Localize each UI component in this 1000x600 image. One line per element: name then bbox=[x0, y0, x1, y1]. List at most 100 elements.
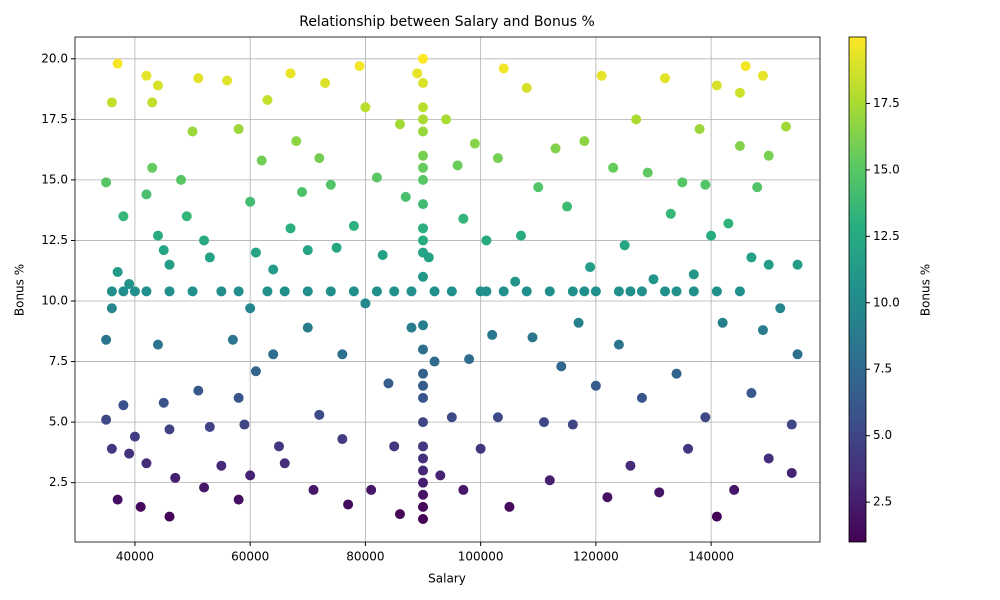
point bbox=[279, 458, 290, 469]
point bbox=[193, 73, 204, 84]
point bbox=[562, 201, 573, 212]
x-tick-label: 40000 bbox=[116, 550, 154, 564]
point bbox=[613, 286, 624, 297]
point bbox=[164, 259, 175, 270]
point bbox=[619, 240, 630, 251]
point bbox=[314, 153, 325, 164]
point bbox=[233, 494, 244, 505]
point bbox=[233, 286, 244, 297]
point bbox=[337, 349, 348, 360]
point bbox=[325, 286, 336, 297]
point bbox=[625, 460, 636, 471]
point bbox=[118, 286, 129, 297]
point bbox=[579, 136, 590, 147]
point bbox=[141, 70, 152, 81]
point bbox=[418, 199, 429, 210]
point bbox=[383, 378, 394, 389]
point bbox=[786, 419, 797, 430]
point bbox=[285, 68, 296, 79]
point bbox=[418, 501, 429, 512]
point bbox=[256, 155, 267, 166]
point bbox=[412, 68, 423, 79]
point bbox=[418, 368, 429, 379]
point bbox=[204, 252, 215, 263]
point bbox=[418, 247, 429, 258]
point bbox=[418, 271, 429, 282]
point bbox=[734, 87, 745, 98]
point bbox=[297, 187, 308, 198]
point bbox=[636, 286, 647, 297]
point bbox=[648, 274, 659, 285]
point bbox=[418, 53, 429, 64]
point bbox=[354, 61, 365, 72]
point bbox=[688, 286, 699, 297]
point bbox=[585, 262, 596, 273]
point bbox=[262, 286, 273, 297]
point bbox=[706, 230, 717, 241]
chart-title: Relationship between Salary and Bonus % bbox=[299, 14, 595, 30]
point bbox=[360, 102, 371, 113]
point bbox=[786, 467, 797, 478]
point bbox=[579, 286, 590, 297]
colorbar-tick-label: 15.0 bbox=[873, 162, 900, 176]
point bbox=[418, 344, 429, 355]
point bbox=[308, 484, 319, 495]
colorbar-tick-label: 7.5 bbox=[873, 362, 892, 376]
point bbox=[590, 380, 601, 391]
point bbox=[660, 73, 671, 84]
y-tick-label: 20.0 bbox=[41, 51, 68, 65]
point bbox=[418, 223, 429, 234]
y-tick-label: 17.5 bbox=[41, 112, 68, 126]
x-tick-label: 100000 bbox=[458, 550, 504, 564]
point bbox=[711, 80, 722, 91]
point bbox=[418, 150, 429, 161]
plot-frame bbox=[74, 36, 821, 543]
point bbox=[279, 286, 290, 297]
point bbox=[343, 499, 354, 510]
point bbox=[268, 264, 279, 275]
point bbox=[418, 235, 429, 246]
point bbox=[158, 245, 169, 256]
point bbox=[515, 230, 526, 241]
point bbox=[377, 249, 388, 260]
point bbox=[222, 75, 233, 86]
point bbox=[573, 317, 584, 328]
point bbox=[106, 286, 117, 297]
point bbox=[204, 421, 215, 432]
point bbox=[556, 361, 567, 372]
point bbox=[446, 286, 457, 297]
point bbox=[636, 392, 647, 403]
colorbar bbox=[848, 36, 867, 543]
point bbox=[348, 220, 359, 231]
point bbox=[124, 279, 135, 290]
point bbox=[781, 121, 792, 132]
point bbox=[106, 443, 117, 454]
point bbox=[521, 286, 532, 297]
point bbox=[164, 424, 175, 435]
point bbox=[141, 458, 152, 469]
point bbox=[452, 160, 463, 171]
point bbox=[406, 322, 417, 333]
point bbox=[147, 162, 158, 173]
point bbox=[187, 286, 198, 297]
point bbox=[216, 286, 227, 297]
point bbox=[199, 235, 210, 246]
point bbox=[181, 211, 192, 222]
point bbox=[775, 303, 786, 314]
point bbox=[429, 286, 440, 297]
x-tick-label: 140000 bbox=[688, 550, 734, 564]
point bbox=[602, 492, 613, 503]
point bbox=[101, 414, 112, 425]
point bbox=[544, 475, 555, 486]
point bbox=[418, 441, 429, 452]
point bbox=[152, 230, 163, 241]
point bbox=[112, 494, 123, 505]
point bbox=[101, 177, 112, 188]
point bbox=[492, 153, 503, 164]
y-tick-label: 7.5 bbox=[49, 354, 68, 368]
colorbar-tick-label: 10.0 bbox=[873, 295, 900, 309]
x-tick-label: 60000 bbox=[231, 550, 269, 564]
colorbar-tick-label: 12.5 bbox=[873, 229, 900, 243]
point bbox=[458, 484, 469, 495]
point bbox=[475, 443, 486, 454]
